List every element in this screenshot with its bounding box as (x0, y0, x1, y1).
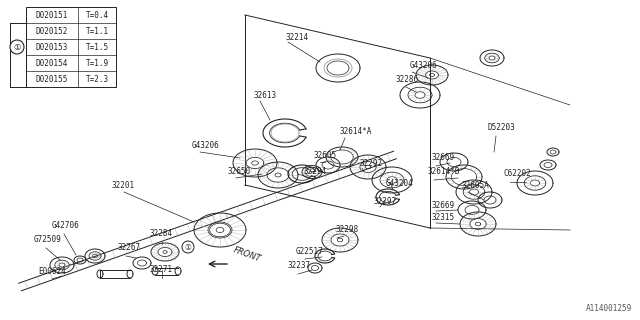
Text: 32605: 32605 (313, 150, 336, 159)
Text: 32298: 32298 (336, 225, 359, 234)
Text: 32271: 32271 (149, 266, 172, 275)
Text: T=1.5: T=1.5 (85, 44, 109, 52)
Text: 32669: 32669 (432, 154, 455, 163)
Text: D020152: D020152 (36, 28, 68, 36)
Text: 32669: 32669 (432, 201, 455, 210)
Text: ①: ① (184, 244, 191, 252)
Text: 32614*A: 32614*A (340, 127, 372, 137)
Text: D020153: D020153 (36, 44, 68, 52)
Text: C62202: C62202 (503, 170, 531, 179)
Text: FRONT: FRONT (232, 246, 262, 264)
Text: 32614*B: 32614*B (427, 167, 460, 177)
Text: G43204: G43204 (386, 179, 413, 188)
Text: 32237: 32237 (288, 261, 311, 270)
Text: 32201: 32201 (112, 180, 135, 189)
Text: 32214: 32214 (286, 34, 309, 43)
Text: G43206: G43206 (410, 61, 438, 70)
Text: 32267: 32267 (117, 244, 140, 252)
Text: 32605A: 32605A (462, 180, 490, 189)
Circle shape (10, 40, 24, 54)
Text: D52203: D52203 (487, 124, 515, 132)
Text: D020151: D020151 (36, 12, 68, 20)
Text: T=1.9: T=1.9 (85, 60, 109, 68)
Circle shape (182, 241, 194, 253)
Text: T=2.3: T=2.3 (85, 76, 109, 84)
Text: 32292: 32292 (360, 159, 383, 169)
Text: E00624: E00624 (38, 267, 66, 276)
Text: 32315: 32315 (432, 212, 455, 221)
Text: 32284: 32284 (149, 229, 172, 238)
Bar (26, 7, 116, 87)
Text: T=0.4: T=0.4 (85, 12, 109, 20)
Text: A114001259: A114001259 (586, 304, 632, 313)
Text: D020154: D020154 (36, 60, 68, 68)
Text: 32286: 32286 (395, 76, 418, 84)
Text: D020155: D020155 (36, 76, 68, 84)
Text: G43206: G43206 (192, 141, 220, 150)
Text: 32613: 32613 (254, 92, 277, 100)
Text: 32297: 32297 (373, 196, 396, 205)
Text: 32650: 32650 (228, 166, 251, 175)
Text: 32294: 32294 (304, 166, 327, 175)
Text: G72509: G72509 (34, 236, 61, 244)
Text: T=1.1: T=1.1 (85, 28, 109, 36)
Text: G22517: G22517 (296, 247, 324, 257)
Text: G42706: G42706 (52, 221, 80, 230)
Text: ①: ① (13, 43, 20, 52)
